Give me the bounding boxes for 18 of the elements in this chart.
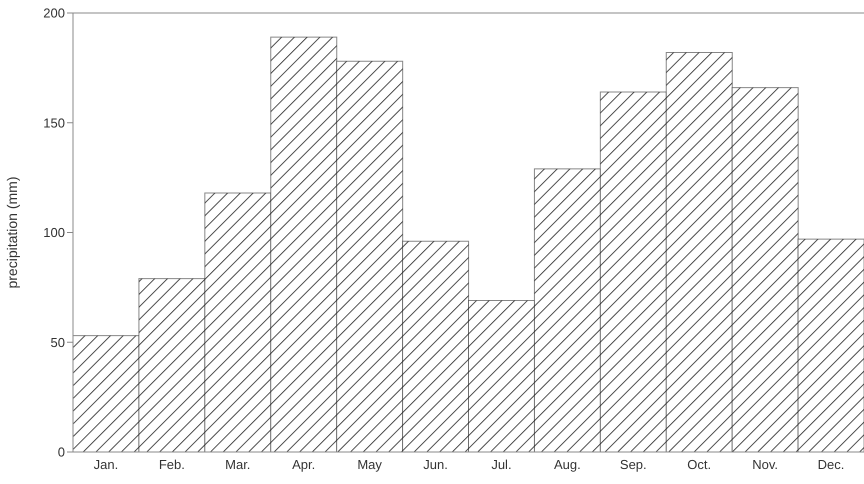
x-tick-label: Nov. — [752, 457, 778, 472]
x-tick-label: Jul. — [491, 457, 512, 472]
x-tick-label: Feb. — [158, 457, 185, 472]
y-tick-label: 100 — [43, 225, 65, 240]
y-tick-label: 50 — [50, 334, 65, 350]
x-tick-label: Apr. — [292, 457, 316, 472]
x-tick-label: Jan. — [94, 457, 118, 472]
x-tick-label: Jun. — [423, 457, 448, 472]
x-tick-label: Mar. — [225, 457, 250, 472]
x-tick-label: Oct. — [687, 457, 712, 472]
y-axis-title: precipitation (mm) — [4, 176, 20, 289]
x-tick-label: May — [357, 457, 382, 472]
y-tick-label: 200 — [43, 6, 65, 21]
x-tick-label: Aug. — [554, 457, 581, 472]
x-tick-label: Sep. — [620, 457, 647, 472]
y-tick-label: 150 — [43, 115, 65, 130]
x-tick-label: Dec. — [818, 457, 844, 472]
y-tick-label: 0 — [58, 444, 65, 460]
